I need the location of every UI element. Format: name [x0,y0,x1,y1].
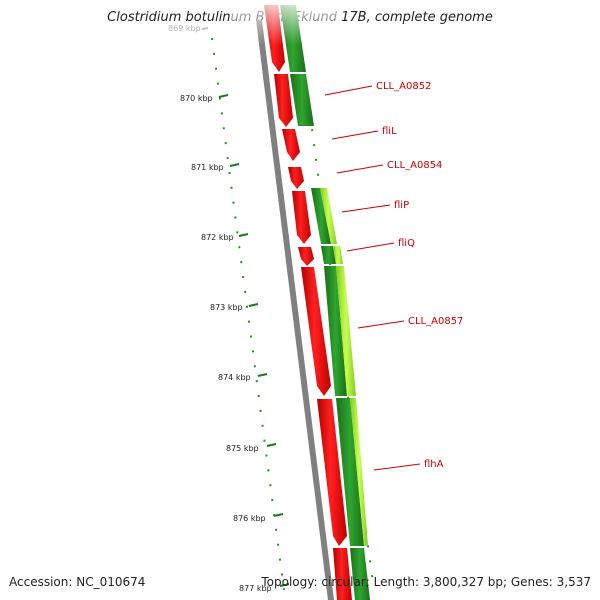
gene-block-lime [333,246,343,264]
gene-arrow-red [317,399,347,546]
kbp-label: 871 kbp [191,163,224,172]
gene-block-green [321,246,336,264]
kbp-label: 875 kbp [226,444,259,453]
gene-labels: CLL_A0852 fliL CLL_A0854 fliP fliQ CLL_A… [324,81,463,471]
gene-arrow-red [282,129,300,161]
svg-text:CLL_A0854: CLL_A0854 [387,160,442,171]
gene-block-lime [350,398,368,546]
kbp-tick-874: 874 kbp [218,373,268,382]
kbp-label: 872 kbp [201,233,234,242]
gene-block-green [290,74,314,126]
svg-text:CLL_A0852: CLL_A0852 [376,81,431,92]
svg-text:CLL_A0857: CLL_A0857 [408,316,463,327]
kbp-label: 870 kbp [180,94,213,103]
gene-block-green [350,548,370,600]
kbp-axis: 869 kbp 870 kbp 871 kbp 872 kbp 873 kbp … [168,24,290,593]
svg-text:fliQ: fliQ [398,238,415,249]
gene-block-lime [320,188,337,244]
kbp-tick-869: 869 kbp [168,24,209,33]
kbp-tick-871: 871 kbp [191,163,240,172]
kbp-label: 873 kbp [210,303,243,312]
forward-strand-genes [264,5,352,600]
kbp-tick-870: 870 kbp [180,94,229,103]
gene-label-cll-a0852: CLL_A0852 [324,81,431,96]
gene-label-cll-a0857: CLL_A0857 [357,316,463,329]
gene-block-green [311,188,331,244]
kbp-label: 874 kbp [218,373,251,382]
gene-block-green [324,266,347,396]
gene-block-green [336,398,364,546]
kbp-tick-872: 872 kbp [201,233,249,242]
kbp-label: 869 kbp [168,24,201,33]
svg-text:flhA: flhA [424,459,444,470]
gene-label-flip: fliP [341,200,409,213]
gene-block-lime [336,266,356,396]
kbp-tick-873: 873 kbp [210,303,259,312]
gene-label-fliq: fliQ [346,238,415,252]
gene-label-flil: fliL [331,126,397,140]
kbp-label: 877 kbp [239,584,272,593]
gene-arrow-red [298,247,314,266]
gene-arrow-red [288,167,304,189]
kbp-tick-875: 875 kbp [226,443,277,453]
gene-arrow-red [333,548,352,600]
gene-arrow-red [301,267,331,396]
svg-text:fliP: fliP [394,200,409,211]
svg-text:fliL: fliL [382,126,397,137]
gene-label-cll-a0854: CLL_A0854 [336,160,442,174]
genome-backbone [256,20,334,600]
gene-arrow-red [274,74,293,127]
kbp-tick-876: 876 kbp [233,513,284,523]
kbp-tick-877: 877 kbp [239,583,290,593]
gene-label-flha: flhA [373,459,444,471]
gene-arrow-red [292,191,311,244]
top-fade [230,0,340,45]
accession-text: Accession: NC_010674 [9,575,146,589]
kbp-label: 876 kbp [233,514,266,523]
topology-text: Topology: circular; Length: 3,800,327 bp… [261,575,591,589]
